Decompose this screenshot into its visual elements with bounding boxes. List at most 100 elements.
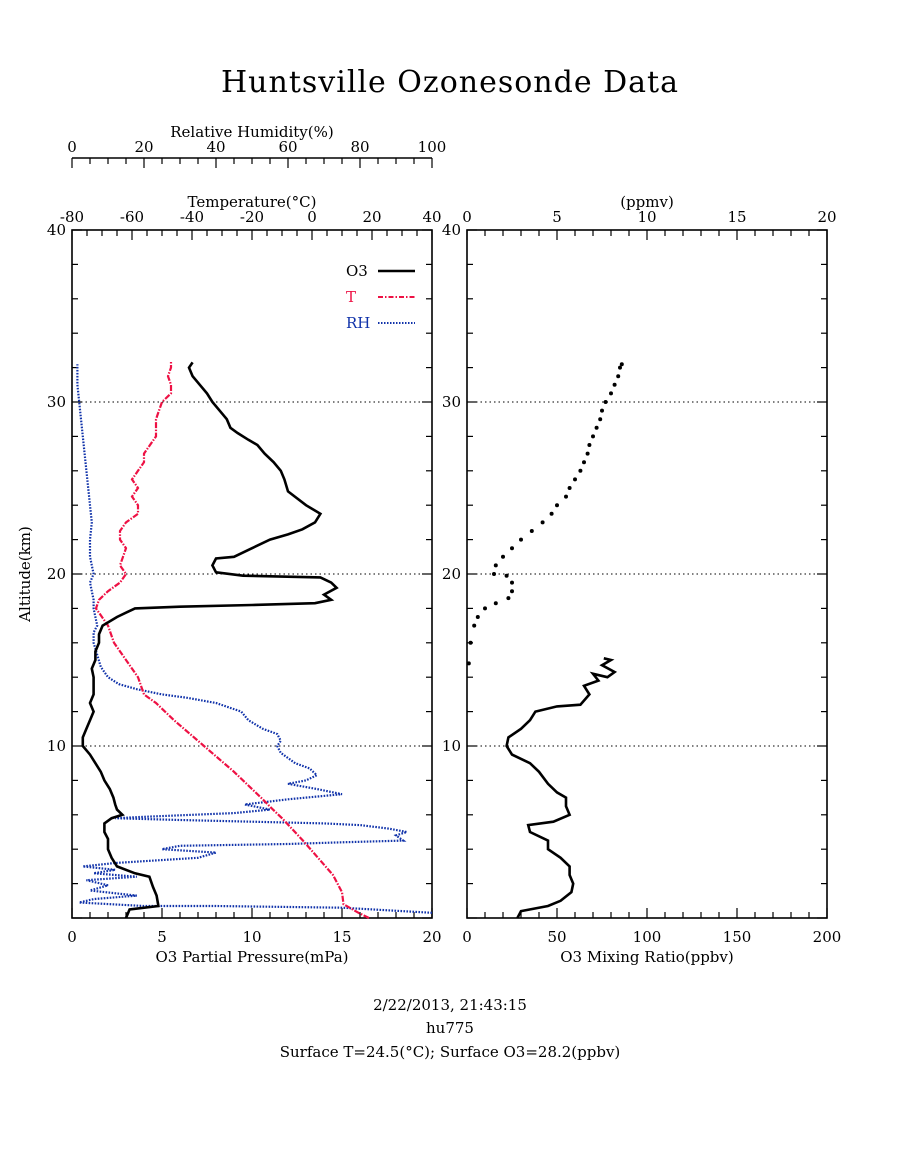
- series-o3-ppmv-point: [612, 382, 617, 387]
- left-gridlines: [72, 401, 432, 747]
- x-tick-label: 50: [547, 928, 566, 946]
- series-o3-ppmv-point: [468, 640, 473, 645]
- series-rh-line: [76, 364, 433, 914]
- series-o3-ppmv-point: [564, 494, 568, 499]
- series-o3-ppmv-point: [519, 537, 523, 542]
- x-tick-label: 0: [462, 928, 472, 946]
- left-panel: 10 20 30 40 0 5 10 15 20 -80 -60 -40 -20 0 20 40 0 20 40 6…: [16, 123, 446, 966]
- x-tick-label: -20: [240, 208, 264, 226]
- series-o3-ppmv-point: [510, 580, 514, 585]
- x-tick-label: 5: [552, 208, 562, 226]
- x-tick-label: 200: [813, 928, 842, 946]
- x-tick-label: -40: [180, 208, 204, 226]
- series-o3-ppmv-point: [510, 546, 514, 551]
- left-axis-ticks: 10 20 30 40 0 5 10 15 20 -80 -60 -40 -20 0 20 40: [47, 208, 442, 946]
- o3-mixing-ratio-axis-label: O3 Mixing Ratio(ppbv): [560, 948, 733, 966]
- x-tick-label: 0: [67, 928, 77, 946]
- x-tick-label: 5: [157, 928, 167, 946]
- legend-label-rh: RH: [346, 314, 370, 332]
- x-tick-label: 20: [362, 208, 381, 226]
- altitude-axis-label: Altitude(km): [16, 526, 34, 623]
- series-o3-ppmv-point: [555, 503, 559, 508]
- series-o3-ppmv-point: [618, 365, 622, 370]
- series-o3-ppmv-point: [603, 400, 608, 404]
- x-tick-label: 0: [307, 208, 317, 226]
- series-o3-ppmv-point: [475, 615, 480, 619]
- y-tick-label: 30: [442, 393, 461, 411]
- footer-datetime: 2/22/2013, 21:43:15: [373, 996, 527, 1014]
- x-tick-label: 40: [422, 208, 441, 226]
- y-tick-label: 40: [442, 221, 461, 239]
- series-o3-ppmv-point: [578, 468, 583, 473]
- y-tick-label: 20: [47, 565, 66, 583]
- series-o3-ppmv-point: [582, 460, 586, 465]
- x-tick-label: 20: [422, 928, 441, 946]
- x-tick-label: 100: [633, 928, 662, 946]
- x-tick-label: 15: [332, 928, 351, 946]
- x-tick-label: 0: [67, 138, 77, 156]
- x-tick-label: 20: [817, 208, 836, 226]
- series-o3-ppmv-point: [591, 434, 595, 439]
- x-tick-label: 0: [462, 208, 472, 226]
- series-o3-ppbv-line: [505, 657, 618, 919]
- y-tick-label: 40: [47, 221, 66, 239]
- series-o3-ppmv-point: [483, 606, 487, 611]
- x-tick-label: 60: [278, 138, 297, 156]
- footer-surface-values: Surface T=24.5(°C); Surface O3=28.2(ppbv…: [280, 1043, 621, 1061]
- x-tick-label: -60: [120, 208, 144, 226]
- left-series-group: [76, 360, 433, 919]
- series-o3-ppmv-point: [567, 486, 572, 490]
- series-o3-ppmv-point: [587, 443, 592, 447]
- x-tick-label: 10: [242, 928, 261, 946]
- series-o3-ppmv-point: [466, 661, 471, 666]
- y-tick-label: 30: [47, 393, 66, 411]
- y-tick-label: 10: [442, 737, 461, 755]
- right-gridlines: [467, 401, 827, 747]
- x-tick-label: -80: [60, 208, 84, 226]
- x-tick-label: 100: [418, 138, 447, 156]
- y-tick-label: 20: [442, 565, 461, 583]
- series-o3-ppmv-point: [504, 573, 509, 578]
- series-o3-ppmv-point: [510, 589, 514, 594]
- x-tick-label: 15: [727, 208, 746, 226]
- series-o3-ppmv-point: [594, 425, 599, 430]
- series-o3-ppmv-point: [598, 417, 603, 422]
- rh-axis-ticks: 0 20 40 60 80 100: [67, 138, 446, 168]
- series-temperature-line: [94, 360, 370, 919]
- series-o3-ppmv-point: [493, 601, 498, 606]
- series-o3-ppmv-point: [585, 451, 590, 456]
- temperature-axis-label: Temperature(°C): [188, 193, 317, 211]
- series-o3-ppmv-point: [529, 529, 534, 533]
- x-tick-label: 10: [637, 208, 656, 226]
- series-o3-ppmv-point: [540, 520, 545, 525]
- series-o3-ppmv-point: [619, 362, 624, 367]
- series-o3-ppmv-point: [609, 391, 613, 396]
- series-o3-ppmv-point: [472, 623, 477, 628]
- legend-label-t: T: [346, 288, 356, 306]
- series-o3-ppmv-point: [616, 374, 621, 379]
- series-o3-ppmv-point: [549, 511, 554, 516]
- x-tick-label: 150: [723, 928, 752, 946]
- rh-axis-label: Relative Humidity(%): [170, 123, 333, 141]
- x-tick-label: 40: [206, 138, 225, 156]
- chart-title: Huntsville Ozonesonde Data: [221, 65, 679, 100]
- series-o3-ppmv-point: [506, 596, 511, 601]
- series-o3-ppmv-point: [573, 477, 577, 482]
- series-o3-ppmv-point: [600, 408, 604, 413]
- legend: O3 T RH: [346, 262, 415, 332]
- series-o3-partial-pressure-line: [81, 361, 339, 919]
- y-tick-label: 10: [47, 737, 66, 755]
- series-o3-ppmv-point: [492, 572, 496, 576]
- x-tick-label: 80: [350, 138, 369, 156]
- legend-label-o3: O3: [346, 262, 368, 280]
- ppmv-axis-label: (ppmv): [620, 193, 674, 211]
- o3-partial-pressure-axis-label: O3 Partial Pressure(mPa): [155, 948, 348, 966]
- right-series-group: [466, 362, 624, 919]
- series-o3-ppmv-point: [501, 554, 505, 559]
- footer-station-id: hu775: [426, 1019, 474, 1037]
- series-o3-ppmv-point: [493, 563, 498, 568]
- x-tick-label: 20: [134, 138, 153, 156]
